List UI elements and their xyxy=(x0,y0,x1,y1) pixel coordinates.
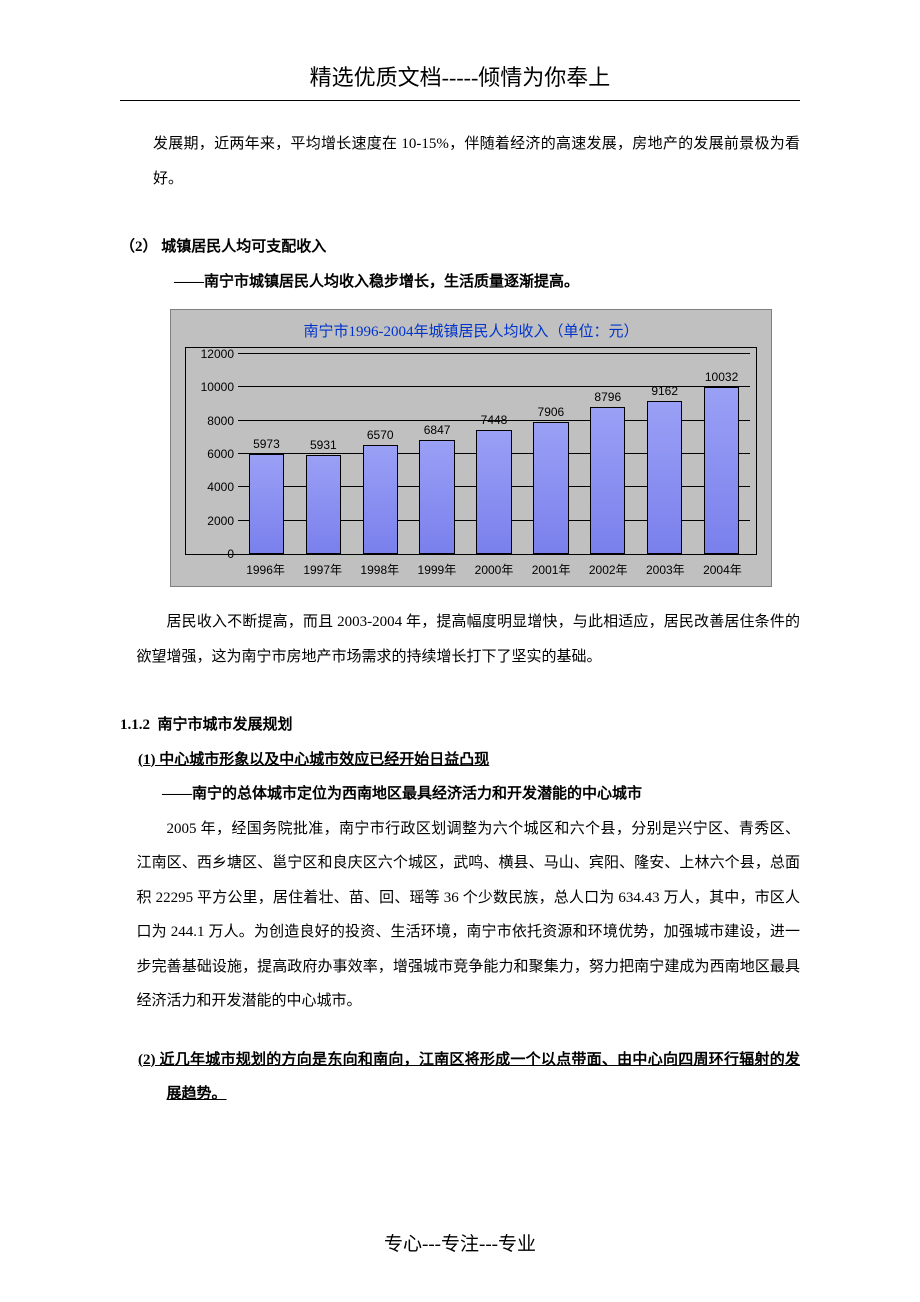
chart-bar-slot: 7448 xyxy=(466,354,523,554)
chart-bars: 5973 5931 6570 6847 7448 7906 8796 9162 10032 xyxy=(238,354,750,554)
chart-bar-value-label: 7448 xyxy=(481,413,508,427)
document-page: 精选优质文档-----倾情为你奉上 发展期，近两年来，平均增长速度在 10-15… xyxy=(0,0,920,1152)
section-2-subheading: ——南宁市城镇居民人均收入稳步增长，生活质量逐渐提高。 xyxy=(120,265,800,300)
chart-bar-value-label: 8796 xyxy=(594,390,621,404)
chart-x-tick: 2000年 xyxy=(465,561,522,578)
chart-y-tick: 4000 xyxy=(186,480,234,494)
chart-x-tick: 1996年 xyxy=(237,561,294,578)
chart-bar xyxy=(476,430,511,554)
chart-bar-slot: 9162 xyxy=(636,354,693,554)
header-divider xyxy=(120,100,800,101)
item-1-heading: (1) 中心城市形象以及中心城市效应已经开始日益凸现 xyxy=(120,743,800,778)
chart-x-tick: 2003年 xyxy=(637,561,694,578)
chart-y-tick: 10000 xyxy=(186,380,234,394)
chart-x-tick: 1997年 xyxy=(294,561,351,578)
chart-bar-slot: 8796 xyxy=(579,354,636,554)
chart-bar xyxy=(704,387,739,554)
item-1-subheading: ——南宁的总体城市定位为西南地区最具经济活力和开发潜能的中心城市 xyxy=(120,777,800,812)
chart-bar-value-label: 6847 xyxy=(424,423,451,437)
after-chart-paragraph: 居民收入不断提高，而且 2003-2004 年，提高幅度明显增快，与此相适应，居… xyxy=(120,605,800,674)
chart-bar-value-label: 7906 xyxy=(538,405,565,419)
section-112-heading: 1.1.2 南宁市城市发展规划 xyxy=(120,708,800,743)
chart-bar xyxy=(419,440,454,554)
chart-bar xyxy=(647,401,682,554)
item-2-heading: (2) 近几年城市规划的方向是东向和南向，江南区将形成一个以点带面、由中心向四周… xyxy=(149,1043,801,1112)
section-2-heading: （2） 城镇居民人均可支配收入 xyxy=(120,230,800,265)
chart-x-tick: 2002年 xyxy=(580,561,637,578)
chart-bar xyxy=(363,445,398,555)
chart-bar xyxy=(306,455,341,554)
chart-bar-slot: 5931 xyxy=(295,354,352,554)
chart-bar-value-label: 6570 xyxy=(367,428,394,442)
chart-title: 南宁市1996-2004年城镇居民人均收入（单位：元） xyxy=(185,320,757,341)
chart-y-tick: 2000 xyxy=(186,514,234,528)
chart-plot-area: 5973593165706847744879068796916210032 02… xyxy=(185,347,757,555)
chart-bar-value-label: 10032 xyxy=(705,370,738,384)
chart-bar-slot: 5973 xyxy=(238,354,295,554)
chart-bar-slot: 6847 xyxy=(409,354,466,554)
chart-x-tick: 1998年 xyxy=(351,561,408,578)
chart-bar xyxy=(590,407,625,554)
section-112-title: 南宁市城市发展规划 xyxy=(158,717,293,733)
spacer xyxy=(120,196,800,230)
chart-y-tick: 8000 xyxy=(186,414,234,428)
chart-bar-value-label: 9162 xyxy=(651,384,678,398)
chart-y-tick: 0 xyxy=(186,547,234,561)
chart-bar xyxy=(533,422,568,554)
chart-bar-slot: 6570 xyxy=(352,354,409,554)
chart-y-tick: 12000 xyxy=(186,347,234,361)
chart-bar-value-label: 5973 xyxy=(253,437,280,451)
chart-bar-slot: 7906 xyxy=(522,354,579,554)
chart-y-tick: 6000 xyxy=(186,447,234,461)
section-number: 1.1.2 xyxy=(120,717,150,733)
page-footer: 专心---专注---专业 xyxy=(0,1229,920,1256)
chart-bar-slot: 10032 xyxy=(693,354,750,554)
chart-x-tick: 1999年 xyxy=(408,561,465,578)
chart-container: 南宁市1996-2004年城镇居民人均收入（单位：元） 5973 5931 6570… xyxy=(170,309,800,587)
chart-x-tick: 2001年 xyxy=(523,561,580,578)
chart-inner-area: 5973 5931 6570 6847 7448 7906 8796 9162 10032 xyxy=(238,354,750,554)
chart-bar-value-label: 5931 xyxy=(310,438,337,452)
spacer xyxy=(120,674,800,708)
intro-paragraph: 发展期，近两年来，平均增长速度在 10-15%，伴随着经济的高速发展，房地产的发… xyxy=(120,127,800,196)
chart-bar xyxy=(249,454,284,554)
spacer xyxy=(120,1019,800,1043)
page-header-title: 精选优质文档-----倾情为你奉上 xyxy=(120,60,800,92)
chart-x-tick: 2004年 xyxy=(694,561,751,578)
item-1-body: 2005 年，经国务院批准，南宁市行政区划调整为六个城区和六个县，分别是兴宁区、… xyxy=(120,812,800,1019)
income-bar-chart: 南宁市1996-2004年城镇居民人均收入（单位：元） 5973 5931 6570… xyxy=(170,309,772,587)
chart-x-axis: 1996年1997年1998年1999年2000年2001年2002年2003年… xyxy=(237,561,751,578)
